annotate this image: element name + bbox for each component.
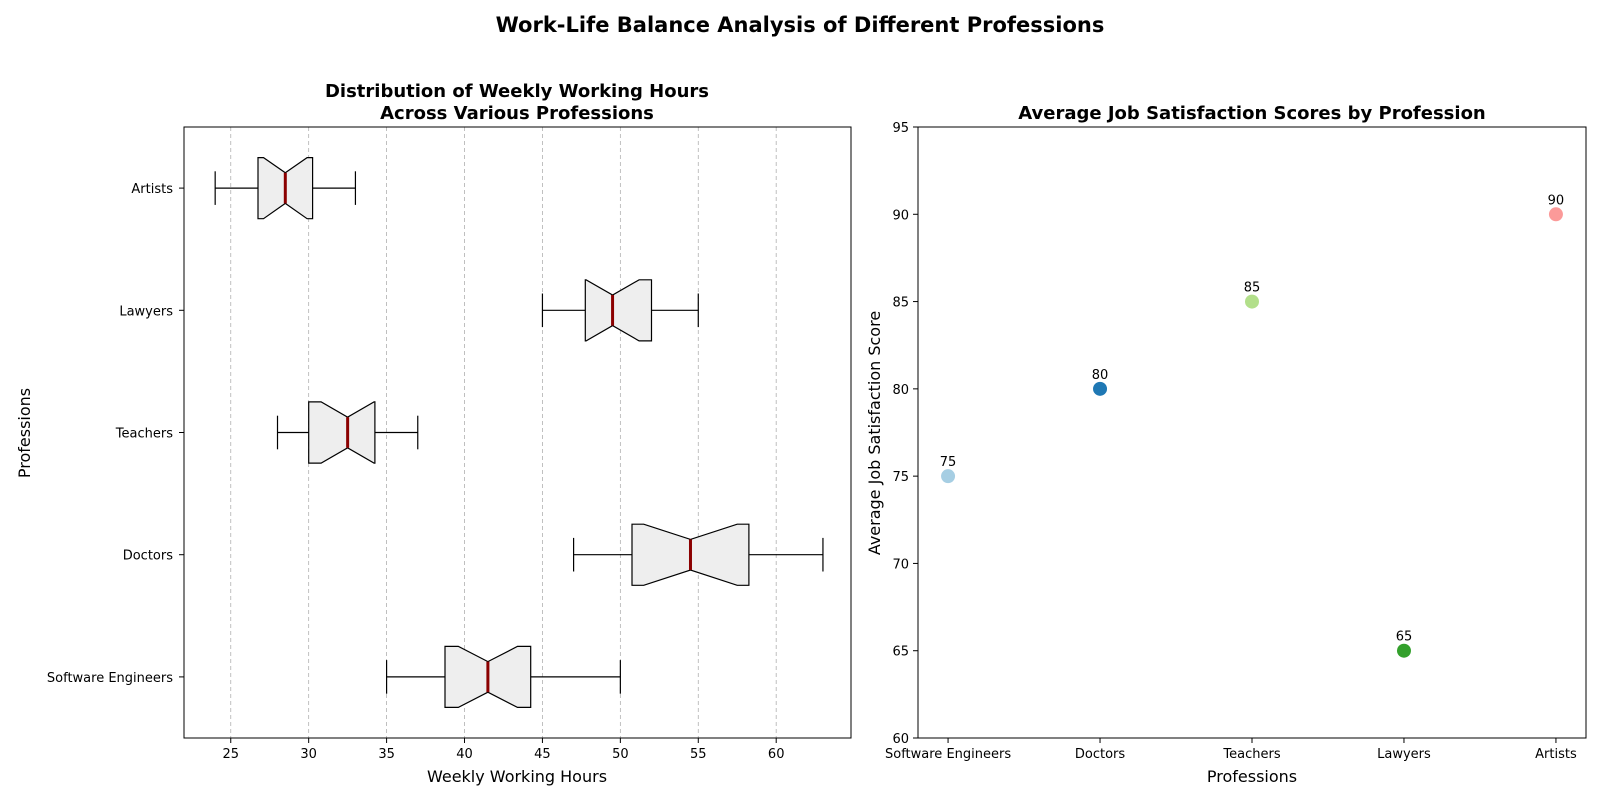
scatter-y-tick-label: 70 bbox=[892, 557, 909, 572]
box-artists bbox=[214, 157, 357, 220]
boxplot-x-tick-label: 55 bbox=[690, 747, 707, 762]
scatter-y-tick-label: 85 bbox=[892, 296, 909, 311]
scatter-point-lawyers bbox=[1396, 643, 1411, 658]
boxplot-y-tick-label-software-engineers: Software Engineers bbox=[47, 671, 173, 686]
box-lawyers bbox=[541, 279, 699, 342]
boxplot-gridlines bbox=[230, 127, 777, 738]
scatter-x-tick-label-lawyers: Lawyers bbox=[1377, 747, 1431, 762]
scatter-point-teachers bbox=[1245, 294, 1259, 309]
boxplot-x-axis-label: Weekly Working Hours bbox=[427, 767, 607, 786]
boxplot-y-tick-label-lawyers: Lawyers bbox=[119, 304, 173, 319]
scatter-y-axis-label: Average Job Satisfaction Score bbox=[865, 311, 884, 555]
scatter-data-label-doctors: 80 bbox=[1092, 368, 1109, 383]
scatter-x-axis-label: Professions bbox=[1207, 767, 1297, 786]
box-body bbox=[308, 401, 376, 464]
scatter-y-tick-label: 75 bbox=[892, 470, 909, 485]
box-software-engineers bbox=[385, 645, 621, 709]
boxplot-x-tick-label: 50 bbox=[612, 747, 629, 762]
box-teachers bbox=[276, 401, 419, 464]
scatter-y-tick-label: 95 bbox=[892, 121, 909, 136]
scatter-y-tick-label: 90 bbox=[892, 208, 909, 223]
scatter-y-tick-label: 65 bbox=[892, 645, 909, 660]
box-doctors bbox=[573, 523, 824, 586]
boxplot-x-tick-label: 30 bbox=[300, 747, 317, 762]
boxplot-title-line1: Distribution of Weekly Working Hours bbox=[325, 81, 709, 102]
boxplot-title-line2: Across Various Professions bbox=[380, 103, 654, 124]
boxplot-y-ticks: Software Engineers Doctors Teachers Lawyers… bbox=[47, 182, 184, 686]
scatter-y-tick-label: 80 bbox=[892, 383, 909, 398]
boxplot-axes: Distribution of Weekly Working Hours Acr… bbox=[15, 81, 852, 786]
scatter-point-software-engineers bbox=[941, 469, 956, 484]
boxplot-x-ticks: 25 30 35 40 45 50 55 60 bbox=[222, 738, 784, 762]
scatter-y-ticks: 60 65 70 75 80 85 90 95 bbox=[892, 121, 918, 747]
scatter-data-label-software-engineers: 75 bbox=[940, 455, 957, 470]
scatter-data-label-lawyers: 65 bbox=[1396, 630, 1413, 645]
boxplot-x-tick-label: 45 bbox=[534, 747, 551, 762]
boxplot-y-tick-label-artists: Artists bbox=[131, 182, 173, 197]
scatter-x-tick-label-doctors: Doctors bbox=[1075, 747, 1126, 762]
scatter-x-tick-label-teachers: Teachers bbox=[1222, 747, 1280, 762]
boxplot-x-tick-label: 25 bbox=[222, 747, 239, 762]
figure-title: Work-Life Balance Analysis of Different … bbox=[496, 13, 1105, 37]
boxplot-y-tick-label-doctors: Doctors bbox=[123, 549, 174, 564]
scatter-y-tick-label: 60 bbox=[892, 732, 909, 747]
scatter-title: Average Job Satisfaction Scores by Profe… bbox=[1018, 103, 1486, 124]
boxplot-x-tick-label: 60 bbox=[768, 747, 785, 762]
boxplot-boxes bbox=[214, 157, 824, 709]
boxplot-x-tick-label: 40 bbox=[456, 747, 473, 762]
scatter-point-doctors bbox=[1093, 381, 1108, 396]
boxplot-y-tick-label-teachers: Teachers bbox=[115, 427, 173, 442]
scatter-x-tick-label-software-engineers: Software Engineers bbox=[885, 747, 1011, 762]
box-body bbox=[584, 279, 653, 342]
scatter-point-artists bbox=[1548, 207, 1563, 222]
scatter-data-label-artists: 90 bbox=[1548, 193, 1565, 208]
scatter-points: 75 80 85 65 90 bbox=[940, 193, 1565, 658]
scatter-x-tick-label-artists: Artists bbox=[1535, 747, 1577, 762]
scatter-x-ticks: Software Engineers Doctors Teachers Lawyers… bbox=[885, 738, 1577, 762]
boxplot-x-tick-label: 35 bbox=[378, 747, 395, 762]
boxplot-y-axis-label: Professions bbox=[15, 388, 34, 478]
scatter-data-label-teachers: 85 bbox=[1244, 281, 1261, 296]
scatter-axes: Average Job Satisfaction Scores by Profe… bbox=[865, 103, 1587, 786]
